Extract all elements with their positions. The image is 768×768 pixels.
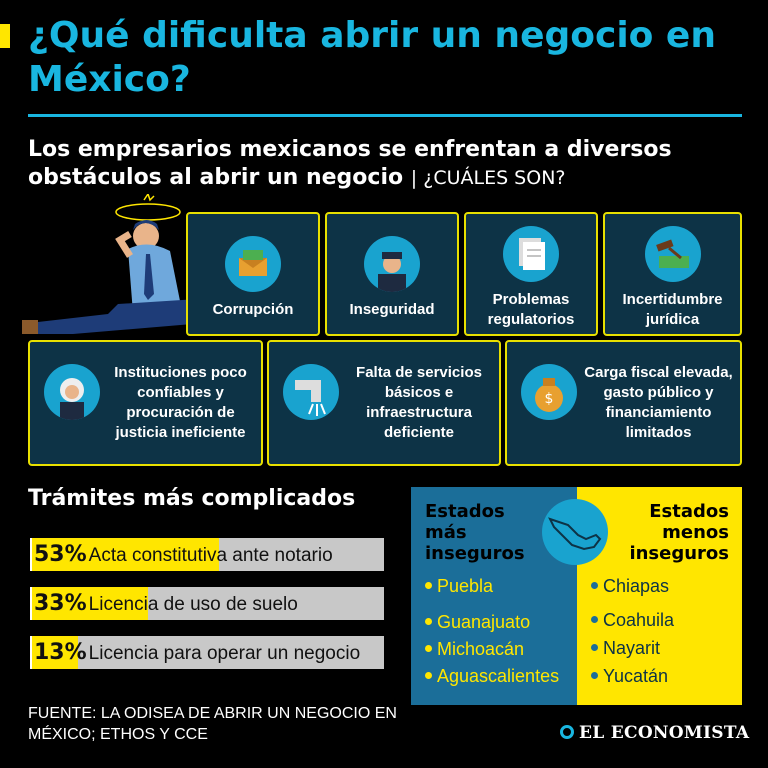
title-divider	[28, 114, 742, 117]
police-officer-icon	[364, 236, 420, 292]
tramite-pct: 13%	[34, 640, 87, 665]
mexico-map-icon	[542, 499, 608, 565]
safe-state-item: Chiapas	[591, 575, 669, 597]
obstacle-label: Falta de servicios básicos e infraestruc…	[356, 364, 482, 441]
tramite-bar-1: 33% Licencia de uso de suelo	[30, 587, 384, 620]
obstacle-card-problemas-regulatorios: Problemas regulatorios	[464, 212, 598, 336]
obstacle-label: Incertidumbre jurídica	[622, 291, 723, 328]
tramite-label: Acta constitutiva ante notario	[88, 545, 333, 566]
documents-icon	[503, 226, 559, 282]
tramite-label: Licencia para operar un negocio	[88, 643, 361, 664]
obstacle-card-servicios-basicos: Falta de servicios básicos e infraestruc…	[267, 340, 501, 466]
insecure-state-item: Aguascalientes	[425, 665, 559, 687]
gavel-money-icon	[644, 226, 701, 282]
tramite-bar-fill	[32, 538, 219, 571]
subtitle-question: ¿CUÁLES SON?	[423, 167, 566, 189]
obstacle-card-corrupcion: Corrupción	[186, 212, 320, 336]
tramite-label: Licencia de uso de suelo	[88, 594, 298, 615]
money-bag-icon: $	[521, 364, 577, 420]
tramites-title: Trámites más complicados	[28, 486, 356, 511]
obstacle-label: Carga fiscal elevada, gasto público y fi…	[584, 364, 733, 441]
safe-states-title: Estados menos inseguros	[629, 501, 729, 564]
source-note: FUENTE: LA ODISEA DE ABRIR UN NEGOCIO EN…	[28, 705, 397, 743]
obstacle-card-incertidumbre-juridica: Incertidumbre jurídica	[603, 212, 742, 336]
obstacle-label: Corrupción	[212, 301, 294, 318]
safe-state-item: Nayarit	[591, 637, 660, 659]
obstacle-label: Instituciones poco confiables y procurac…	[114, 364, 247, 441]
svg-text:$: $	[545, 391, 554, 407]
title-accent-bar	[0, 24, 10, 48]
stressed-person-illustration	[22, 194, 188, 334]
obstacle-label: Inseguridad	[349, 301, 435, 318]
obstacle-card-carga-fiscal: $ Carga fiscal elevada, gasto público y …	[505, 340, 742, 466]
tramite-bar-2: 13% Licencia para operar un negocio	[30, 636, 384, 669]
safe-state-item: Yucatán	[591, 665, 668, 687]
tramite-pct: 33%	[34, 591, 87, 616]
states-panel: Estados más inseguros Estados menos inse…	[411, 487, 742, 705]
brand-logo: EL ECONOMISTA	[560, 723, 749, 743]
obstacle-card-inseguridad: Inseguridad	[325, 212, 459, 336]
subtitle-separator: |	[410, 167, 418, 189]
insecure-state-item: Michoacán	[425, 638, 524, 660]
judge-icon	[44, 364, 100, 420]
subtitle: Los empresarios mexicanos se enfrentan a…	[28, 136, 748, 192]
tramite-bar-0: 53% Acta constitutiva ante notario	[30, 538, 384, 571]
money-envelope-icon	[225, 236, 281, 292]
tramite-bar-fill	[32, 587, 149, 620]
insecure-state-item: Guanajuato	[425, 611, 530, 633]
obstacle-label: Problemas regulatorios	[487, 291, 575, 328]
obstacle-card-instituciones: Instituciones poco confiables y procurac…	[28, 340, 263, 466]
tramite-pct: 53%	[34, 542, 87, 567]
brand-logo-icon	[560, 725, 574, 739]
page-title: ¿Qué dificulta abrir un negocio en Méxic…	[28, 15, 716, 100]
insecure-states-title: Estados más inseguros	[425, 501, 525, 564]
safe-state-item: Coahuila	[591, 609, 674, 631]
water-pipe-icon	[283, 364, 339, 420]
insecure-state-item: Puebla	[425, 575, 493, 597]
tramite-bar-fill	[32, 636, 78, 669]
subtitle-main: Los empresarios mexicanos se enfrentan a…	[28, 137, 672, 190]
